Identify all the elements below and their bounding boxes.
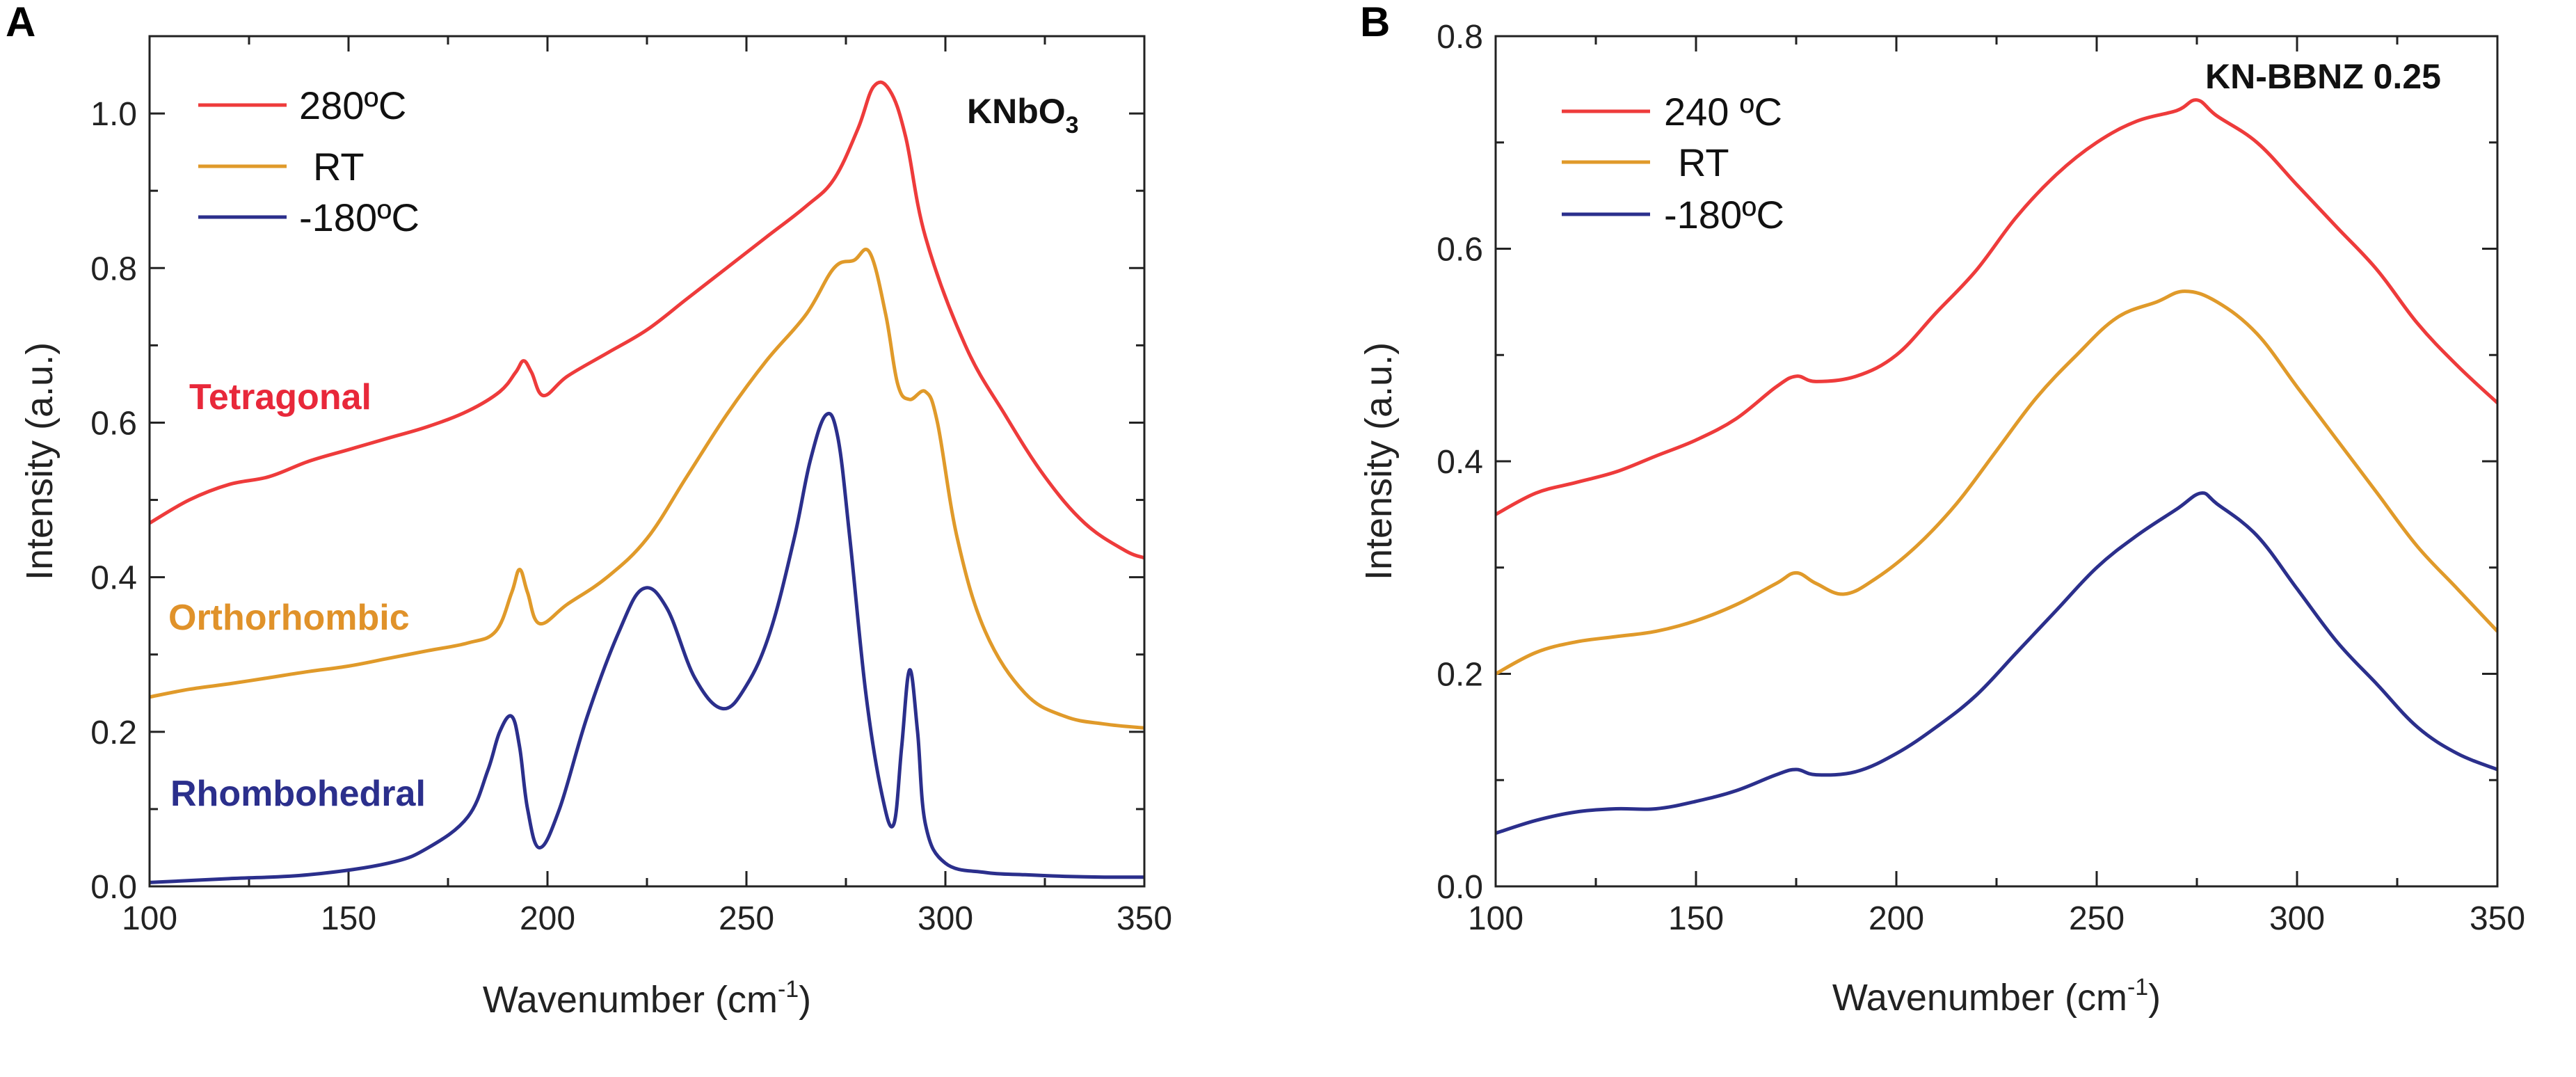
legend-b-label-240c: 240 ºC	[1664, 90, 1782, 134]
legend-a-label-280c: 280ºC	[299, 83, 406, 127]
panel-a-x-tick-label: 250	[719, 900, 774, 937]
legend-b-label-minus180c: -180ºC	[1664, 193, 1784, 237]
panel-a-x-tick-label: 300	[918, 900, 973, 937]
panel-b-x-tick-label: 200	[1869, 900, 1924, 937]
panel-b-x-tick-label: 250	[2069, 900, 2125, 937]
panel-a-y-tick-label: 0.8	[90, 250, 137, 287]
phase-label-orthorhombic: Orthorhombic	[168, 598, 410, 638]
panel-b-x-tick-label: 150	[1668, 900, 1724, 937]
panel-a-x-tick-label: 100	[122, 900, 177, 937]
panel-a-x-tick-label: 150	[321, 900, 376, 937]
panel-b-x-tick-label: 350	[2470, 900, 2525, 937]
panel-b-frame	[1494, 35, 2499, 888]
panel-b-x-axis-title: Wavenumber (cm-1)	[1832, 974, 2161, 1019]
panel-a-plot: 100 150 200 250 300 350 0.0 0.2 0.4 0.6 0.8 1.0	[90, 35, 1172, 937]
panel-b-legend: 240 ºC RT -180ºC	[1562, 90, 1784, 237]
panel-b: B 100 150 200 250 300 350 0.0 0.2 0.4 0.6 0.8 240 …	[1358, 0, 2525, 1019]
panel-b-y-tick-label: 0.0	[1437, 869, 1483, 906]
panel-a-letter: A	[6, 0, 35, 45]
panel-a-y-tick-label: 0.2	[90, 715, 137, 751]
panel-a-y-tick-label: 0.4	[90, 560, 137, 597]
panel-a-series-line-1	[149, 247, 1145, 730]
panel-b-series-line-2	[1495, 491, 2498, 835]
panel-a-x-axis-title: Wavenumber (cm-1)	[483, 976, 811, 1021]
panel-b-letter: B	[1360, 0, 1390, 45]
panel-a-series-line-0	[148, 80, 1145, 560]
panel-a-x-tick-label: 350	[1117, 900, 1172, 937]
panel-b-y-tick-label: 0.8	[1437, 19, 1483, 56]
legend-a-label-rt: RT	[313, 145, 365, 189]
phase-label-tetragonal: Tetragonal	[189, 377, 371, 417]
phase-label-rhombohedral: Rhombohedral	[170, 774, 426, 814]
legend-b-label-rt: RT	[1678, 141, 1729, 184]
panel-a-y-tick-label: 0.0	[90, 869, 137, 906]
panel-a-legend: 280ºC RT -180ºC	[198, 83, 419, 239]
panel-a-series-line-2	[149, 411, 1145, 884]
panel-a-sample-label: KNbO3	[967, 92, 1079, 138]
panel-a-y-tick-label: 1.0	[90, 96, 137, 133]
panel-b-y-tick-label: 0.6	[1437, 232, 1483, 269]
panel-b-y-tick-label: 0.2	[1437, 657, 1483, 694]
panel-b-series-line-0	[1494, 98, 2499, 516]
panel-b-plot: 100 150 200 250 300 350 0.0 0.2 0.4 0.6 0.8	[1437, 19, 2525, 937]
panel-a-y-tick-label: 0.6	[90, 405, 137, 442]
panel-b-x-tick-label: 300	[2269, 900, 2325, 937]
panel-a: A 100 150 200 250 300 350 0.0 0.2 0.4 0.6 0.8 1.0 2…	[6, 0, 1172, 1021]
panel-b-y-axis-title: Intensity (a.u.)	[1358, 342, 1400, 580]
panel-b-y-tick-label: 0.4	[1437, 444, 1483, 481]
legend-a-label-minus180c: -180ºC	[299, 196, 419, 239]
panel-b-sample-label: KN-BBNZ 0.25	[2205, 57, 2441, 96]
panel-a-x-tick-label: 200	[520, 900, 575, 937]
panel-a-frame	[148, 35, 1146, 888]
panel-b-series-line-1	[1494, 289, 2499, 676]
panel-a-y-axis-title: Intensity (a.u.)	[19, 342, 61, 580]
panel-b-x-tick-label: 100	[1468, 900, 1523, 937]
